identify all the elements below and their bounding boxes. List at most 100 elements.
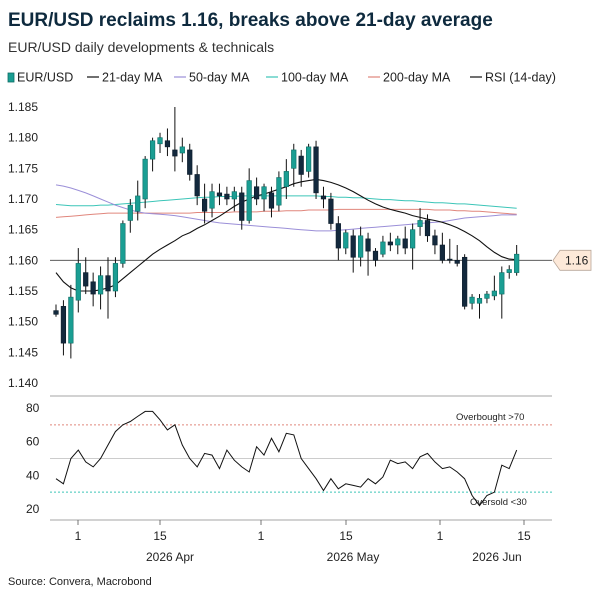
candle-body-34 (306, 146, 312, 172)
x-axis: 1 15 1 15 1 15 2026 Apr 2026 May 2026 Jun (75, 520, 531, 564)
price-y-tick-2: 1.175 (8, 161, 38, 175)
rsi-y-tick-3: 20 (26, 502, 40, 516)
candle-27 (254, 177, 260, 206)
candle-body-54 (454, 260, 460, 264)
candle-body-32 (291, 149, 297, 169)
x-tick-label-4: 1 (437, 529, 444, 543)
candle-body-5 (90, 281, 96, 295)
candle-3 (75, 248, 81, 313)
candle-29 (268, 186, 275, 218)
price-y-tick-3: 1.170 (8, 192, 38, 206)
legend-label-2: 50-day MA (189, 71, 250, 85)
candle-2 (68, 284, 74, 359)
candle-body-31 (283, 171, 289, 188)
legend-swatch-eurusd (7, 72, 15, 83)
candle-body-24 (231, 191, 237, 200)
candle-36 (320, 186, 327, 209)
candle-body-60 (499, 272, 505, 295)
rsi-line (55, 410, 518, 507)
x-tick-label-2: 1 (258, 529, 265, 543)
candle-57 (476, 294, 483, 319)
candle-15 (164, 128, 171, 157)
candle-body-29 (268, 192, 275, 209)
candle-62 (514, 245, 520, 276)
candle-body-58 (484, 293, 490, 299)
price-y-tick-6: 1.155 (8, 284, 38, 298)
rsi-y-tick-2: 40 (26, 468, 40, 482)
candle-body-25 (239, 192, 245, 221)
candle-7 (105, 257, 111, 319)
candle-23 (224, 186, 230, 206)
candle-54 (454, 245, 460, 267)
oversold-label: Oversold <30 (470, 497, 527, 508)
x-month-label-0: 2026 Apr (146, 550, 194, 564)
candle-46 (395, 235, 401, 255)
legend: EUR/USD 21-day MA 50-day MA 100-day MA 200-d… (7, 71, 556, 85)
candle-body-9 (120, 223, 126, 264)
candle-16 (172, 107, 178, 172)
candle-31 (283, 159, 289, 199)
candle-body-4 (83, 272, 89, 287)
last-value-label: 1.16 (552, 249, 592, 271)
price-y-tick-0: 1.185 (8, 100, 38, 114)
candle-18 (187, 143, 193, 181)
x-tick-label-1: 15 (153, 529, 167, 543)
candle-body-22 (216, 192, 223, 197)
candle-4 (83, 257, 89, 295)
chart-title: EUR/USD reclaims 1.16, breaks above 21-d… (8, 10, 493, 31)
rsi-y-tick-0: 80 (26, 401, 40, 415)
candle-body-23 (224, 193, 230, 200)
candle-body-61 (506, 269, 512, 273)
candle-body-7 (105, 275, 111, 292)
candle-24 (231, 186, 237, 212)
candle-14 (157, 132, 163, 153)
candle-47 (402, 226, 408, 255)
candle-body-19 (194, 174, 200, 197)
x-tick-label-0: 1 (75, 529, 82, 543)
x-tick-label-3: 15 (339, 529, 353, 543)
price-y-tick-7: 1.150 (8, 315, 38, 329)
candle-body-14 (157, 137, 163, 145)
candle-body-6 (97, 275, 104, 295)
candle-body-17 (179, 146, 185, 154)
candle-body-20 (202, 198, 208, 212)
candle-0 (53, 304, 59, 317)
candle-body-12 (142, 158, 148, 200)
candle-body-21 (209, 191, 215, 209)
candle-body-13 (149, 140, 156, 160)
legend-label-4: 200-day MA (383, 71, 451, 85)
candle-8 (112, 257, 119, 298)
price-y-tick-4: 1.165 (8, 223, 38, 237)
price-grid: 1.185 1.180 1.175 1.170 1.165 1.160 1.155 1.150… (8, 100, 552, 390)
last-value-box (552, 249, 592, 271)
x-tick-label-5: 15 (517, 529, 531, 543)
candle-21 (209, 183, 215, 218)
candle-body-52 (439, 244, 445, 261)
candle-body-8 (112, 263, 119, 292)
candle-body-27 (254, 186, 260, 200)
candle-61 (506, 265, 512, 279)
candle-body-0 (53, 310, 59, 315)
legend-label-3: 100-day MA (281, 71, 349, 85)
candle-body-62 (514, 253, 520, 273)
candle-body-41 (358, 235, 364, 258)
overbought-label: Overbought >70 (456, 412, 524, 423)
candle-53 (447, 238, 453, 264)
price-y-tick-5: 1.160 (8, 253, 38, 267)
candle-19 (194, 165, 200, 206)
candle-56 (469, 294, 475, 310)
candle-body-49 (417, 220, 423, 227)
rsi-panel: 80 60 40 20 Overbought >70 Oversold <30 (26, 395, 552, 521)
candle-33 (298, 149, 304, 187)
price-y-tick-8: 1.145 (8, 345, 38, 359)
price-y-tick-9: 1.140 (8, 376, 38, 390)
candle-body-30 (276, 177, 282, 206)
candle-39 (343, 229, 349, 255)
candle-20 (202, 183, 208, 224)
candle-body-36 (320, 195, 327, 200)
candle-28 (261, 183, 267, 212)
candle-58 (484, 291, 490, 304)
candle-body-56 (469, 296, 475, 304)
candle-41 (358, 226, 364, 267)
